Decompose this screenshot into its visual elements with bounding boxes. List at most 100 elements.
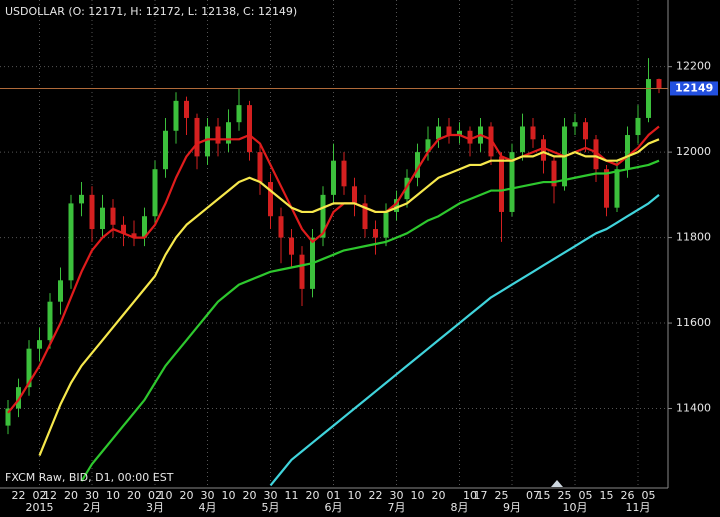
month-label: 2015 [26, 501, 54, 514]
candle-body [572, 122, 578, 127]
candle-body [646, 79, 651, 118]
price-tag [670, 81, 718, 96]
marker-triangle [551, 480, 563, 487]
x-tick-label: 02 [148, 489, 162, 502]
candle-body [257, 152, 263, 183]
x-tick-label: 12 [43, 489, 57, 502]
candle-body [131, 233, 137, 238]
x-tick-label: 30 [390, 489, 404, 502]
candle-body [278, 216, 284, 238]
candle-body [499, 156, 504, 212]
candle-body [173, 100, 179, 131]
candle-body [236, 105, 242, 123]
candle-body [394, 199, 399, 212]
candle-body [163, 130, 168, 170]
candle-body [320, 194, 326, 238]
candle-body [362, 203, 368, 230]
x-tick-label: 10 [411, 489, 425, 502]
month-label: 4月 [199, 501, 217, 514]
x-tick-label: 15 [537, 489, 551, 502]
candle-body [488, 126, 494, 157]
month-label: 9月 [503, 501, 521, 514]
x-tick-label: 26 [621, 489, 635, 502]
x-tick-label: 10 [463, 489, 477, 502]
chart-footer: FXCM Raw, BID, D1, 00:00 EST [5, 471, 174, 484]
candle-body [299, 254, 305, 289]
x-tick-label: 22 [12, 489, 26, 502]
candle-body [373, 229, 378, 238]
candle-body [289, 237, 294, 255]
candle-body [142, 216, 147, 238]
month-label: 10月 [563, 501, 588, 514]
candle-body [604, 169, 609, 208]
candle-body [47, 301, 53, 341]
candle-body [625, 135, 630, 170]
candle-body [58, 280, 63, 302]
candle-body [268, 182, 273, 217]
month-label: 6月 [325, 501, 343, 514]
candle-body [341, 160, 347, 187]
candle-body [26, 348, 32, 388]
candle-body [425, 139, 431, 153]
candle-body [593, 139, 599, 170]
candle-body [436, 126, 441, 140]
x-tick-label: 20 [180, 489, 194, 502]
candle-body [110, 207, 116, 225]
candle-body [530, 126, 536, 140]
candle-body [194, 117, 200, 157]
candle-body [215, 126, 221, 144]
moving-average-line [7, 125, 660, 414]
month-label: 8月 [451, 501, 469, 514]
x-tick-label: 11 [285, 489, 299, 502]
x-tick-label: 17 [474, 489, 488, 502]
x-tick-label: 10 [348, 489, 362, 502]
price-tag-label: 12149 [675, 81, 713, 94]
x-tick-label: 10 [159, 489, 173, 502]
candle-body [184, 100, 189, 118]
candle-body [404, 177, 410, 200]
candle-body [89, 194, 95, 230]
candle-body [37, 340, 42, 349]
x-tick-label: 20 [306, 489, 320, 502]
x-tick-label: 30 [85, 489, 99, 502]
candle-body [352, 186, 357, 204]
candle-body [79, 194, 84, 204]
candle-body [635, 117, 641, 136]
x-tick-label: 02 [33, 489, 47, 502]
candle-body [541, 139, 546, 161]
candle-body [415, 152, 420, 178]
candle-body [656, 79, 662, 89]
candle-body [614, 169, 620, 208]
chart-title: USDOLLAR (O: 12171, H: 12172, L: 12138, … [5, 5, 297, 18]
candle-body [121, 224, 126, 234]
candle-body [152, 169, 158, 217]
candle-body [331, 160, 336, 195]
candle-body [520, 126, 525, 153]
candle-body [68, 203, 74, 281]
x-tick-label: 05 [579, 489, 593, 502]
x-tick-label: 20 [64, 489, 78, 502]
candle-body [467, 130, 473, 144]
candle-body [509, 152, 515, 212]
moving-average-line [38, 138, 660, 456]
candle-body [383, 211, 389, 238]
x-tick-label: 20 [243, 489, 257, 502]
y-tick-label: 12000 [676, 145, 711, 158]
moving-average-line [269, 194, 660, 487]
x-tick-label: 30 [264, 489, 278, 502]
candle-body [446, 126, 452, 136]
month-label: 2月 [83, 501, 101, 514]
candle-body [16, 387, 21, 409]
y-tick-label: 12200 [676, 60, 711, 73]
x-tick-label: 20 [127, 489, 141, 502]
month-label: 3月 [146, 501, 164, 514]
x-tick-label: 25 [495, 489, 509, 502]
candle-body [5, 408, 11, 426]
month-label: 7月 [388, 501, 406, 514]
candle-body [457, 130, 462, 136]
candle-body [551, 160, 557, 187]
x-tick-label: 15 [600, 489, 614, 502]
